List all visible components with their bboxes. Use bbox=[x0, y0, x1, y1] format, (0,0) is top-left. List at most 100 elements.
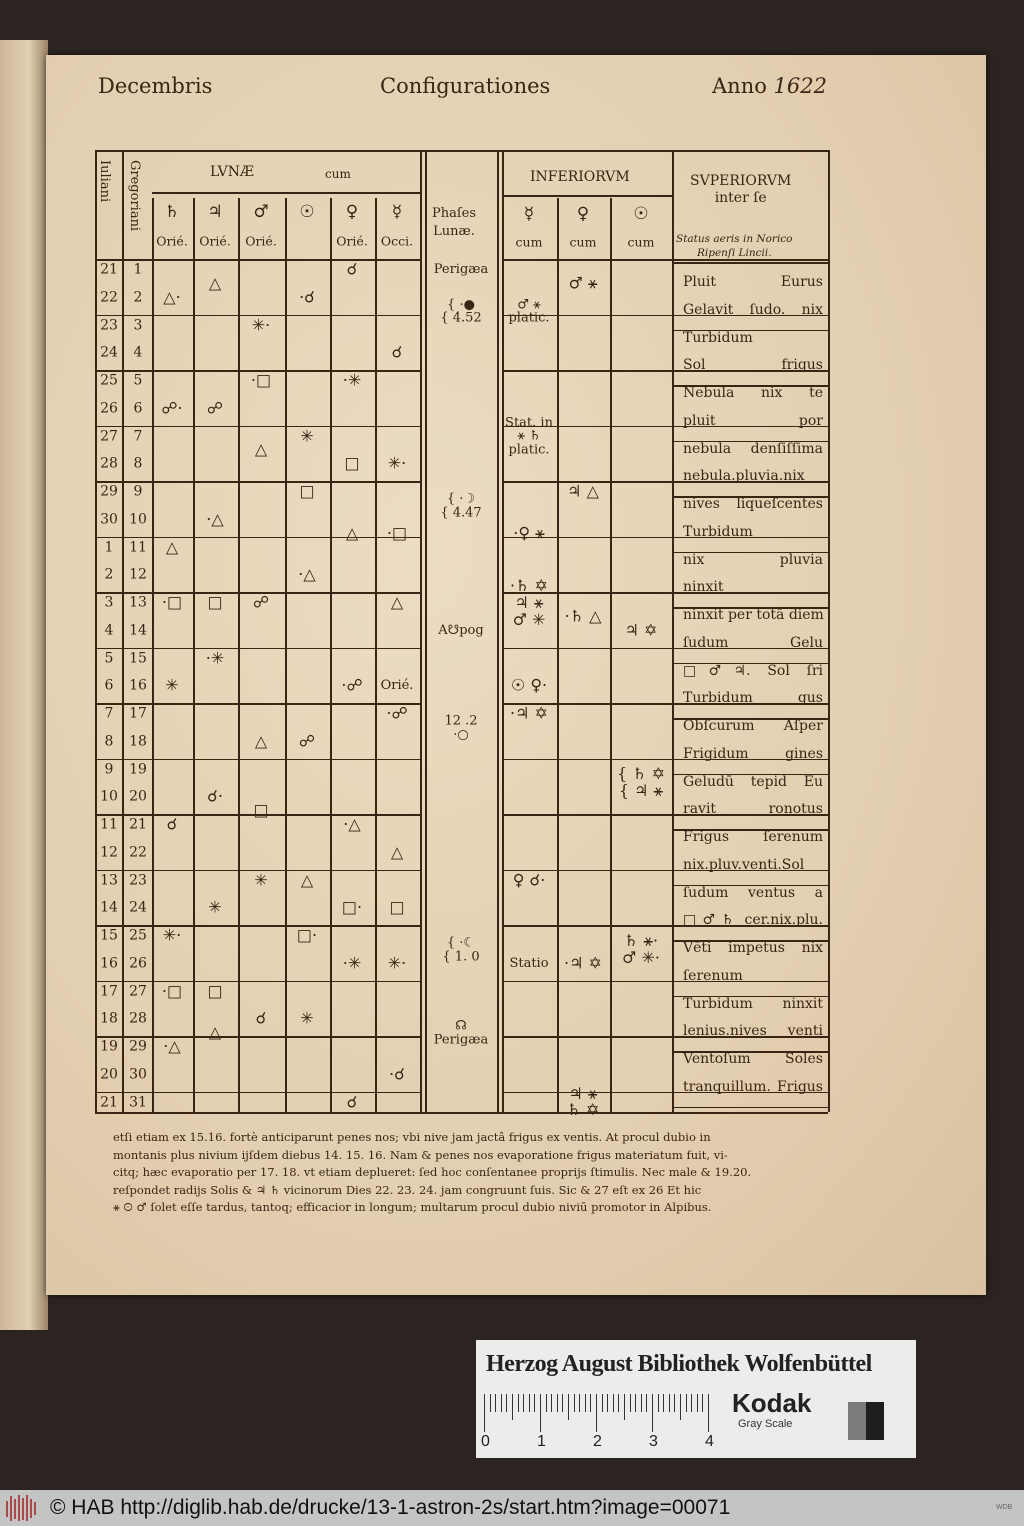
gregorian-day: 28 bbox=[129, 1010, 147, 1027]
inferiorum-planet-sub: cum bbox=[627, 234, 655, 250]
kodak-logo: Kodak bbox=[732, 1388, 812, 1418]
month-heading: Decembris bbox=[98, 74, 213, 98]
black-swatch bbox=[866, 1402, 884, 1440]
gregorian-day: 3 bbox=[133, 317, 143, 334]
weather-note: nix.pluv.venti.Sol bbox=[683, 856, 805, 873]
gregorian-day: 13 bbox=[129, 594, 147, 611]
weather-rule bbox=[672, 440, 828, 442]
row-rule bbox=[95, 1036, 420, 1038]
footnote-line: etſi etiam ex 15.16. fortè anticiparunt … bbox=[113, 1130, 711, 1144]
weather-note: Frigidum gines bbox=[683, 745, 823, 762]
ruler-tick bbox=[685, 1394, 687, 1412]
julian-day: 4 bbox=[104, 622, 114, 639]
aspect-entry-sat: ·□ bbox=[161, 592, 183, 612]
weather-note: pluit por bbox=[683, 412, 823, 429]
row-rule bbox=[95, 536, 420, 538]
aspect-entry-mer: ✳· bbox=[387, 953, 407, 973]
aspect-entry-sat: △ bbox=[165, 537, 179, 557]
weather-note: Frigus ſerenum bbox=[683, 829, 823, 845]
ruler-tick bbox=[484, 1394, 485, 1432]
gregorian-day: 14 bbox=[129, 622, 147, 639]
lunae-planet-symbol: ♄ bbox=[164, 202, 180, 223]
aspect-entry-i1: ·♄ ✡ ♃ ⚹ ♂ ✳ bbox=[510, 575, 548, 629]
julian-day: 10 bbox=[100, 788, 118, 805]
aspect-entry-jup: □ bbox=[207, 981, 223, 1001]
ruler-tick bbox=[652, 1394, 653, 1432]
row-rule bbox=[95, 980, 420, 982]
aspect-entry-mer: ·□ bbox=[386, 523, 408, 543]
weather-note: ravit ronotus bbox=[683, 801, 823, 818]
aspect-entry-mer: ✳· bbox=[387, 453, 407, 473]
aspect-entry-mer: ·☌ bbox=[389, 1064, 405, 1084]
julian-day: 17 bbox=[100, 983, 118, 1000]
weather-rule bbox=[672, 773, 828, 775]
row-rule bbox=[95, 703, 420, 705]
lunae-planet-sub: Occi. bbox=[380, 233, 414, 249]
aspect-entry-i2: ♃ △ bbox=[567, 481, 599, 501]
aspect-entry-ven: ·✳ bbox=[342, 370, 362, 390]
ruler-tick bbox=[668, 1394, 670, 1412]
gregorian-day: 18 bbox=[129, 733, 147, 750]
table-bottom-rule bbox=[95, 1112, 828, 1114]
inferiorum-planet-symbol: ☉ bbox=[633, 204, 649, 225]
ruler-tick bbox=[612, 1394, 614, 1412]
column-rule bbox=[330, 198, 332, 1112]
ruler-tick bbox=[640, 1394, 642, 1412]
row-rule bbox=[502, 370, 828, 372]
row-rule bbox=[502, 592, 828, 594]
weather-rule bbox=[672, 551, 828, 553]
aspect-entry-i1: ·♀ ⚹ bbox=[513, 523, 545, 543]
row-rule bbox=[95, 869, 420, 871]
gregorian-day: 23 bbox=[129, 872, 147, 889]
row-rule bbox=[502, 314, 828, 316]
aspect-entry-sun: △ bbox=[300, 870, 314, 890]
ruler-tick bbox=[702, 1394, 704, 1412]
aspect-entry-ven: ·☍ bbox=[341, 675, 363, 695]
aspect-entry-mar: ✳· bbox=[251, 315, 271, 335]
aspect-entry-mar: ☍ bbox=[252, 592, 270, 612]
julian-day: 13 bbox=[100, 872, 118, 889]
weather-rule bbox=[672, 884, 828, 886]
weather-rule bbox=[672, 662, 828, 664]
footer-code: WDB bbox=[996, 1504, 1013, 1511]
gregorian-day: 7 bbox=[133, 428, 143, 445]
julian-day: 22 bbox=[100, 289, 118, 306]
gregorian-day: 9 bbox=[133, 483, 143, 500]
gray-scale-label: Gray Scale bbox=[738, 1418, 793, 1430]
column-rule bbox=[828, 150, 830, 1112]
ruler-tick bbox=[590, 1394, 592, 1412]
weather-rule bbox=[672, 995, 828, 997]
gregorian-day: 30 bbox=[129, 1066, 147, 1083]
lunae-header: LVNÆ bbox=[210, 164, 255, 180]
gregorian-header: Gregoriani bbox=[127, 160, 142, 232]
julian-day: 12 bbox=[100, 844, 118, 861]
ruler-tick bbox=[657, 1394, 659, 1412]
weather-rule bbox=[672, 1051, 828, 1053]
viewer-footer-bar: © HAB http://diglib.hab.de/drucke/13-1-a… bbox=[0, 1490, 1024, 1526]
aspect-entry-i1: Stat. in ⚹ ♄ platic. bbox=[505, 415, 553, 458]
julian-day: 18 bbox=[100, 1010, 118, 1027]
weather-note: nix pluvia bbox=[683, 551, 823, 568]
gregorian-day: 22 bbox=[129, 844, 147, 861]
aspect-entry-ven: △ bbox=[345, 523, 359, 543]
column-rule bbox=[95, 150, 97, 1112]
row-rule bbox=[95, 592, 420, 594]
aspect-entry-ven: ☌ bbox=[346, 1092, 358, 1112]
ruler-tick bbox=[708, 1394, 709, 1432]
ruler-tick bbox=[624, 1394, 625, 1420]
julian-day: 20 bbox=[100, 1066, 118, 1083]
weather-note: Turbidum bbox=[683, 329, 753, 346]
julian-day: 3 bbox=[104, 594, 114, 611]
aspect-entry-ven: ·✳ bbox=[342, 953, 362, 973]
permalink[interactable]: © HAB http://diglib.hab.de/drucke/13-1-a… bbox=[50, 1496, 731, 1519]
aspect-entry-pha: { ·☾ { 1. 0 bbox=[442, 935, 480, 964]
ruler-tick bbox=[506, 1394, 508, 1412]
aspect-entry-sat: ·△ bbox=[163, 1036, 181, 1056]
gregorian-day: 25 bbox=[129, 927, 147, 944]
row-rule bbox=[95, 481, 420, 483]
weather-note: □♂♄ cer.nix.plu. bbox=[683, 912, 823, 929]
aspect-entry-jup: ·✳ bbox=[205, 648, 225, 668]
row-rule bbox=[95, 425, 420, 427]
aspect-entry-mer: ·☍ bbox=[386, 703, 408, 723]
inferiorum-planet-sub: cum bbox=[569, 234, 597, 250]
